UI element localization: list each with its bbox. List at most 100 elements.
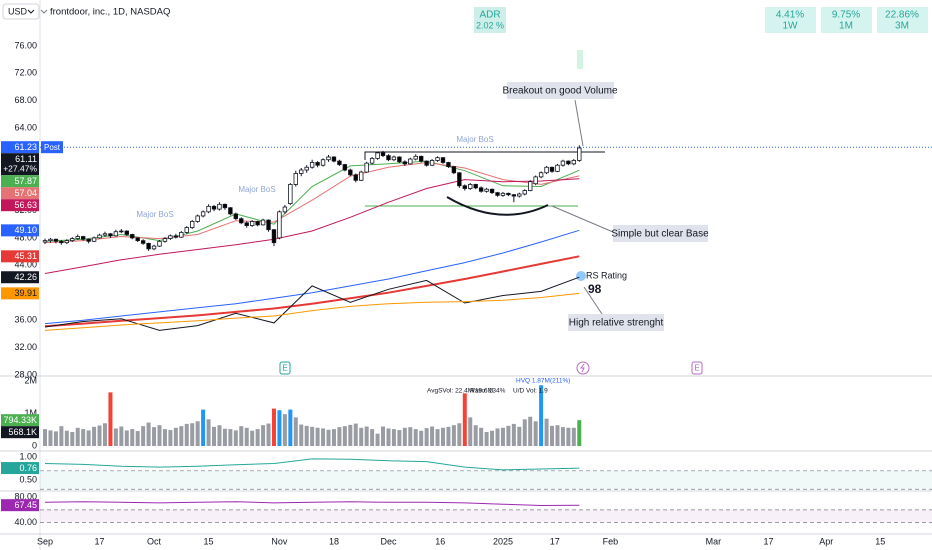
candle-body [124, 230, 129, 235]
volume-bar [342, 426, 347, 446]
performance-period: 3M [895, 21, 909, 32]
x-tick-label: Feb [603, 536, 619, 546]
volume-bar [370, 429, 375, 446]
candle-body [195, 215, 200, 222]
indicator-line [44, 292, 580, 331]
volume-bar [484, 432, 489, 446]
candle-body [179, 232, 184, 238]
candle-body [446, 162, 451, 167]
volume-ma-label: 568.1K [8, 427, 37, 437]
volume-bar [288, 409, 293, 446]
volume-bar [53, 431, 58, 446]
candle-body [228, 207, 233, 215]
candle-body [190, 221, 195, 229]
candle-body [162, 238, 168, 242]
volume-bar [337, 427, 342, 446]
y-tick-label: 68.00 [14, 95, 37, 105]
candle-body [266, 219, 271, 231]
performance-box [821, 7, 872, 33]
volume-bar [506, 425, 511, 446]
annotation-arrow [583, 286, 603, 315]
candle-body [151, 245, 157, 250]
volume-bar [293, 417, 298, 446]
volume-bar [451, 425, 456, 446]
annotation-arrow [574, 99, 584, 147]
earnings-label: E [282, 364, 287, 373]
y-tick-label: 64.00 [14, 123, 37, 133]
candle-body [549, 166, 555, 172]
candle-body [244, 222, 249, 226]
volume-bar [277, 410, 282, 446]
volume-tag [1, 414, 39, 427]
volume-bar [331, 429, 336, 446]
price-tag-label: 56.63 [14, 200, 37, 210]
candle-body [506, 192, 511, 196]
candle-body [140, 240, 146, 244]
candle-body [440, 157, 446, 163]
price-tag-label: 39.91 [14, 288, 37, 298]
y-tick-label: 48.00 [14, 232, 37, 242]
earnings-marker[interactable] [691, 361, 703, 375]
y-tick-label: 36.00 [14, 315, 37, 325]
volume-bar [462, 393, 467, 446]
volume-bar [146, 422, 151, 446]
volume-bar [468, 417, 473, 446]
candle-body [364, 162, 369, 173]
volume-bar [353, 423, 358, 446]
volume-bar [560, 427, 565, 446]
volume-bar [92, 426, 97, 446]
candle-body [315, 162, 320, 166]
bos-label: Major BoS [136, 210, 173, 219]
currency-button[interactable] [2, 3, 40, 20]
candle-body [495, 192, 500, 196]
candle-body [255, 221, 260, 226]
candle-body [408, 158, 413, 165]
candle-body [293, 173, 298, 185]
adr-label: ADR [479, 10, 500, 21]
volume-bar [500, 427, 505, 446]
candle-body [375, 152, 380, 159]
volume-bar [544, 418, 549, 446]
candle-body [53, 238, 59, 242]
volume-bar [244, 427, 249, 446]
base-arc [446, 196, 549, 216]
candle-body [168, 235, 173, 239]
volume-bar [43, 429, 48, 446]
volume-bar [135, 431, 140, 446]
volume-bar [522, 419, 527, 446]
x-tick-label: Sep [37, 536, 53, 546]
candle-body [119, 230, 124, 233]
collapse-icon [40, 9, 48, 14]
candle-body [249, 221, 255, 226]
candle-body [391, 156, 397, 161]
candle-body [108, 233, 113, 237]
y-tick-label: 1M [24, 408, 37, 418]
volume-bar [402, 427, 407, 446]
y-tick-label: 72.00 [14, 68, 37, 78]
rs-label: RS Rating [586, 270, 627, 280]
price-tag-label: 57.04 [14, 188, 37, 198]
candle-body [544, 166, 549, 174]
performance-box [877, 7, 928, 33]
price-tag [1, 271, 39, 284]
candle-body [59, 240, 64, 244]
volume-bar [539, 385, 544, 446]
volume-bar [190, 423, 195, 446]
volume-bar [173, 427, 178, 446]
rs-marker [576, 271, 586, 281]
indicator-line [44, 458, 580, 471]
candle-body [326, 156, 331, 161]
volume-bar [386, 428, 391, 446]
volume-bar [446, 426, 451, 446]
candle-body [517, 193, 522, 197]
candle-body [206, 205, 211, 213]
price-tag-label: 57.87 [14, 176, 37, 186]
x-tick-label: Nov [271, 536, 288, 546]
volume-bar [435, 429, 440, 446]
candle-body [522, 190, 527, 195]
volume-bar [108, 392, 113, 446]
y-tick-label: 1.00 [19, 451, 37, 461]
candle-body [91, 237, 97, 242]
volume-bar [250, 430, 255, 446]
earnings-marker[interactable] [279, 361, 291, 375]
